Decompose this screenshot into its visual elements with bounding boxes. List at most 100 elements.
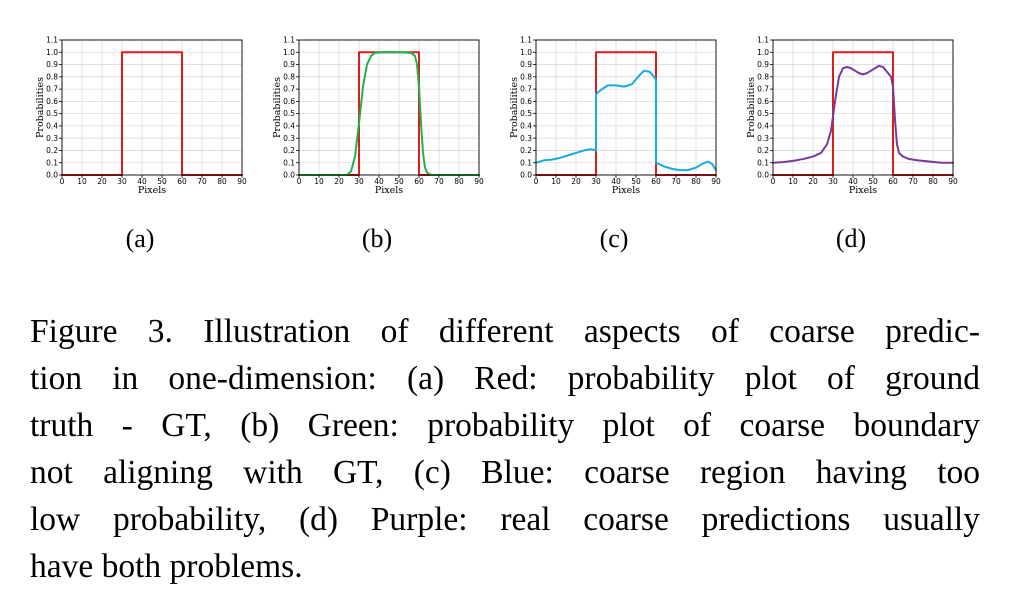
y-tick-label: 0.8 <box>757 72 769 81</box>
chart-panel-d: 0 10 20 30 40 50 60 70 80 90 0.0 0.1 0.2 0.3 0.4 0.5 0.6… <box>746 36 958 196</box>
y-tick-label: 0.0 <box>757 171 769 180</box>
y-tick-label: 0.9 <box>520 60 532 69</box>
y-tick-label: 1.0 <box>46 48 58 57</box>
y-tick-label: 0.9 <box>46 60 58 69</box>
y-tick-label: 0.2 <box>757 146 769 155</box>
y-tick-label: 0.6 <box>46 97 58 106</box>
x-tick-label: 70 <box>671 177 681 186</box>
y-tick-label: 1.1 <box>46 36 58 45</box>
chart-panel-a: 0 10 20 30 40 50 60 70 80 90 0.0 0.1 0.2 0.3 0.4 0.5 0.6… <box>35 36 247 196</box>
x-tick-label: 80 <box>928 177 938 186</box>
x-tick-label: 0 <box>771 177 776 186</box>
x-tick-label: 70 <box>908 177 918 186</box>
plot-frame <box>298 39 480 176</box>
y-tick-label: 0.2 <box>283 146 295 155</box>
x-tick-label: 50 <box>157 177 167 186</box>
y-tick-label: 1.0 <box>283 48 295 57</box>
y-tick-label: 0.0 <box>283 171 295 180</box>
caption-line: truth - GT, (b) Green: probability plot … <box>30 407 980 444</box>
y-tick-label: 0.3 <box>757 134 769 143</box>
figure-caption: Figure 3. Illustration of different aspe… <box>30 308 980 590</box>
x-tick-label: 30 <box>828 177 838 186</box>
x-tick-label: 20 <box>571 177 581 186</box>
caption-line: have both problems. <box>30 548 303 585</box>
x-tick-label: 30 <box>117 177 127 186</box>
y-tick-label: 0.5 <box>757 109 769 118</box>
y-tick-label: 0.7 <box>46 85 58 94</box>
caption-line: not aligning with GT, (c) Blue: coarse r… <box>30 454 980 491</box>
x-tick-label: 20 <box>97 177 107 186</box>
y-tick-label: 0.3 <box>46 134 58 143</box>
y-axis-title: Probabilities <box>272 77 283 138</box>
sublabel-c: (c) <box>599 224 629 253</box>
y-tick-label: 0.5 <box>46 109 58 118</box>
x-tick-label: 70 <box>434 177 444 186</box>
x-tick-label: 20 <box>808 177 818 186</box>
caption-line: low probability, (d) Purple: real coarse… <box>30 501 980 538</box>
y-tick-label: 0.0 <box>46 171 58 180</box>
y-tick-label: 0.5 <box>283 109 295 118</box>
y-tick-label: 1.0 <box>520 48 532 57</box>
x-tick-label: 40 <box>374 177 384 186</box>
x-tick-label: 80 <box>217 177 227 186</box>
y-tick-label: 0.1 <box>757 158 769 167</box>
x-tick-label: 10 <box>314 177 324 186</box>
x-tick-label: 90 <box>711 177 721 186</box>
figure-panels: 0 10 20 30 40 50 60 70 80 90 0.0 0.1 0.2 0.3 0.4 0.5 0.6… <box>35 36 958 196</box>
y-tick-label: 0.5 <box>520 109 532 118</box>
x-tick-label: 10 <box>788 177 798 186</box>
x-tick-label: 60 <box>414 177 424 186</box>
sublabel-b: (b) <box>361 224 393 253</box>
plot-frame <box>61 39 243 176</box>
y-axis-title: Probabilities <box>35 77 46 138</box>
x-tick-label: 60 <box>651 177 661 186</box>
sublabel-a: (a) <box>125 224 155 253</box>
x-axis-title: Pixels <box>375 185 403 196</box>
y-tick-label: 0.7 <box>520 85 532 94</box>
y-tick-label: 0.1 <box>283 158 295 167</box>
y-tick-label: 0.7 <box>757 85 769 94</box>
x-tick-label: 90 <box>474 177 484 186</box>
y-tick-label: 0.1 <box>46 158 58 167</box>
y-axis-title: Probabilities <box>509 77 520 138</box>
x-tick-label: 0 <box>297 177 302 186</box>
sublabel-d: (d) <box>835 224 867 253</box>
x-axis-title: Pixels <box>612 185 640 196</box>
x-tick-label: 30 <box>354 177 364 186</box>
x-tick-label: 80 <box>691 177 701 186</box>
y-axis-title: Probabilities <box>746 77 757 138</box>
x-tick-label: 50 <box>631 177 641 186</box>
y-tick-label: 0.6 <box>283 97 295 106</box>
x-tick-label: 70 <box>197 177 207 186</box>
y-tick-label: 0.9 <box>283 60 295 69</box>
y-tick-label: 0.6 <box>757 97 769 106</box>
y-tick-label: 1.1 <box>757 36 769 45</box>
y-tick-label: 0.8 <box>283 72 295 81</box>
chart-panel-c: 0 10 20 30 40 50 60 70 80 90 0.0 0.1 0.2 0.3 0.4 0.5 0.6… <box>509 36 721 196</box>
y-tick-label: 0.3 <box>283 134 295 143</box>
chart-panel-b: 0 10 20 30 40 50 60 70 80 90 0.0 0.1 0.2 0.3 0.4 0.5 0.6… <box>272 36 484 196</box>
y-tick-label: 1.1 <box>283 36 295 45</box>
series-line-1 <box>772 64 954 164</box>
x-tick-label: 40 <box>848 177 858 186</box>
x-tick-label: 40 <box>137 177 147 186</box>
y-tick-label: 0.4 <box>46 122 58 131</box>
x-tick-label: 50 <box>868 177 878 186</box>
x-tick-label: 80 <box>454 177 464 186</box>
y-tick-label: 0.4 <box>520 122 532 131</box>
plot-frame <box>772 39 954 176</box>
y-tick-label: 0.2 <box>46 146 58 155</box>
x-tick-label: 60 <box>177 177 187 186</box>
y-tick-label: 0.1 <box>520 158 532 167</box>
caption-line: Figure 3. Illustration of different aspe… <box>30 313 980 350</box>
x-tick-label: 0 <box>60 177 65 186</box>
x-tick-label: 20 <box>334 177 344 186</box>
y-tick-label: 0.8 <box>46 72 58 81</box>
x-tick-label: 90 <box>237 177 247 186</box>
y-tick-label: 0.8 <box>520 72 532 81</box>
y-tick-label: 1.1 <box>520 36 532 45</box>
x-axis-title: Pixels <box>849 185 877 196</box>
series-line-1 <box>298 51 480 176</box>
y-tick-label: 1.0 <box>757 48 769 57</box>
y-tick-label: 0.2 <box>520 146 532 155</box>
